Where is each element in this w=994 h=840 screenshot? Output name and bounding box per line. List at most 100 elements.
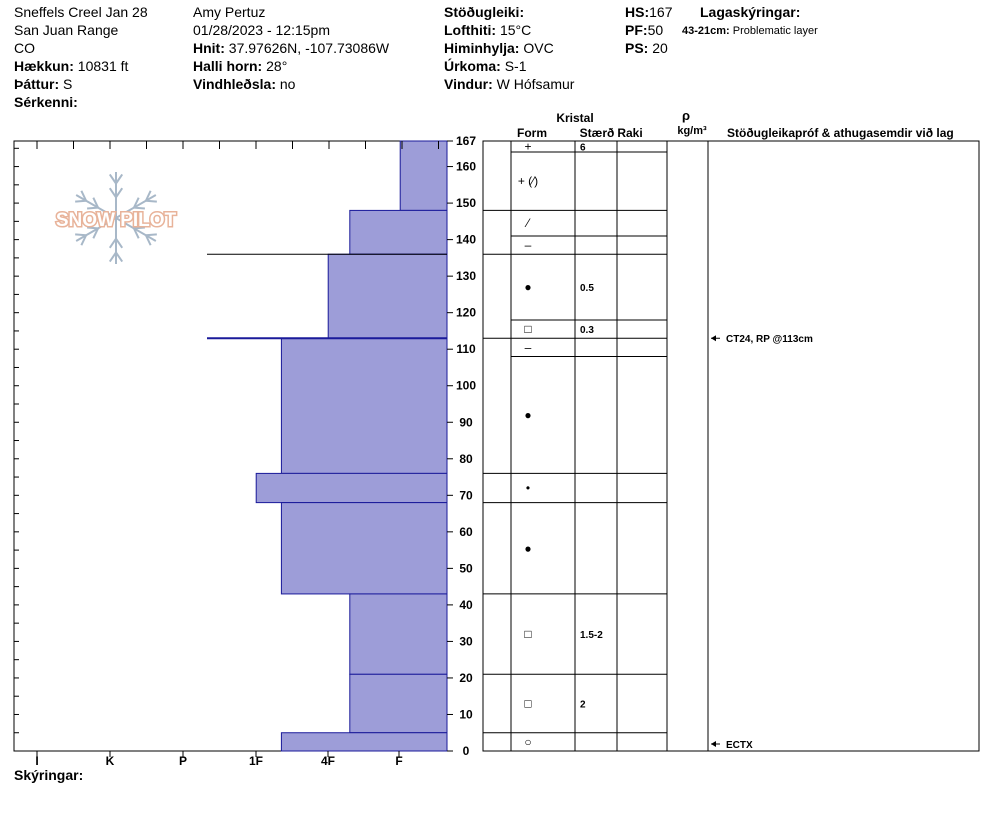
flake-branch bbox=[133, 227, 140, 239]
flake-branch bbox=[144, 190, 152, 202]
flake-arm bbox=[75, 194, 117, 219]
ps: 20 bbox=[652, 40, 668, 56]
height-tick-label: 167 bbox=[456, 134, 476, 148]
flake-branch bbox=[87, 226, 99, 230]
hs: 167 bbox=[649, 4, 673, 20]
test-arrowhead bbox=[711, 741, 716, 747]
hardness-tick-label: K bbox=[106, 754, 115, 768]
crystal-form: – bbox=[525, 340, 532, 354]
hardness-tick-label: I bbox=[35, 754, 38, 768]
flake-branch bbox=[108, 173, 117, 185]
flake-branch bbox=[133, 226, 145, 230]
location: Sneffels Creel Jan 28 bbox=[14, 4, 148, 20]
flake-branch bbox=[115, 251, 124, 263]
flake-branch bbox=[108, 238, 117, 249]
height-tick-label: 40 bbox=[459, 598, 473, 612]
header-col-1: Sneffels Creel Jan 28 San Juan Range CO … bbox=[14, 3, 148, 111]
crystal-size: 6 bbox=[580, 142, 586, 153]
hardness-profile bbox=[13, 140, 448, 752]
test-arrowhead bbox=[711, 335, 716, 342]
flake-arm bbox=[75, 217, 117, 242]
features-row: Sérkenni: bbox=[14, 94, 78, 110]
elevation: 10831 ft bbox=[77, 58, 129, 74]
range: San Juan Range bbox=[14, 22, 119, 38]
elevation-row: Hækkun: 10831 ft bbox=[14, 58, 129, 74]
snowpilot-logo: SNOW PILOT bbox=[54, 172, 178, 264]
crystal-form: • bbox=[526, 481, 530, 495]
wind-loading-row: Vindhleðsla: no bbox=[193, 76, 296, 92]
sky: OVC bbox=[523, 40, 554, 56]
legend-row: Skýringar: bbox=[14, 766, 83, 784]
flake-branch bbox=[75, 199, 87, 203]
crystal-size: 1.5-2 bbox=[580, 630, 603, 641]
col-form: Form bbox=[517, 126, 547, 140]
hardness-layer bbox=[280, 732, 448, 752]
flake-branch bbox=[133, 206, 145, 210]
flake-arm bbox=[115, 217, 157, 242]
layer-notes: Lagaskýringar: bbox=[700, 3, 800, 21]
height-tick-label: 20 bbox=[459, 671, 473, 685]
hardness-tick-label: 4F bbox=[321, 754, 335, 768]
hardness-layer bbox=[280, 337, 448, 474]
col-size: Stærð bbox=[580, 126, 615, 140]
datetime: 01/28/2023 - 12:15pm bbox=[193, 22, 330, 38]
height-tick-label: 70 bbox=[459, 488, 473, 502]
wind-loading: no bbox=[279, 76, 296, 92]
header-col-4: HS:167 PF:50 PS: 20 bbox=[625, 3, 672, 57]
slope: 28° bbox=[266, 58, 288, 74]
height-tick-label: 80 bbox=[459, 452, 473, 466]
height-tick-label: 30 bbox=[459, 634, 473, 648]
hardness-axis: I K P 1F 4F F bbox=[35, 751, 403, 768]
wind: W Hófsamur bbox=[496, 76, 575, 92]
pf: 50 bbox=[647, 22, 664, 38]
col-tests: Stöðugleikapróf & athugasemdir við lag bbox=[727, 126, 954, 140]
hardness-tick-label: F bbox=[395, 754, 402, 768]
col-density-unit: kg/m³ bbox=[677, 125, 707, 137]
height-axis: 0 10 20 30 40 50 60 70 80 90 100 110 120 130 140 150 160… bbox=[447, 134, 476, 758]
header-col-2: Amy Pertuz 01/28/2023 - 12:15pm Hnit: 37… bbox=[193, 3, 389, 93]
coords: 37.97626N, -107.73086W bbox=[228, 40, 390, 56]
height-tick-label: 140 bbox=[456, 233, 476, 247]
hardness-layer bbox=[349, 209, 448, 255]
hardness-layer bbox=[280, 502, 448, 595]
temp: 15°C bbox=[499, 22, 532, 38]
flake-branch bbox=[145, 199, 157, 203]
flake-branch bbox=[80, 234, 88, 246]
layer-notes-entry: 43-21cm: Problematic layer bbox=[682, 22, 818, 40]
state: CO bbox=[14, 40, 35, 56]
aspect: S bbox=[63, 76, 73, 92]
height-tick-label: 0 bbox=[463, 744, 470, 758]
sky-row: Himinhylja: OVC bbox=[444, 40, 554, 56]
col-rho: ρ bbox=[682, 108, 690, 123]
crystal-form: ● bbox=[524, 541, 531, 555]
height-tick-label: 130 bbox=[456, 269, 476, 283]
legend-label: Skýringar: bbox=[14, 767, 84, 783]
test-label: CT24, RP @113cm bbox=[726, 334, 813, 345]
layer-notes-text: Problematic layer bbox=[732, 25, 818, 37]
layer-notes-label: Lagaskýringar: bbox=[700, 4, 801, 20]
structure-table: +6 + (⁄) ⁄ – ● 0.5 □ 0.3 – ● • ● □ 1.5-2 □ 2 ○ CT24, RP @… bbox=[482, 139, 980, 752]
hardness-layer bbox=[349, 593, 448, 675]
layer-notes-range: 43-21cm: bbox=[682, 25, 730, 37]
crystal-form: ● bbox=[524, 280, 531, 294]
crystal-form: – bbox=[525, 238, 532, 252]
crystal-size: 0.5 bbox=[580, 283, 594, 294]
crystal-form: □ bbox=[524, 322, 531, 336]
hardness-layer bbox=[399, 140, 448, 211]
col-moisture: Raki bbox=[617, 126, 642, 140]
height-tick-label: 120 bbox=[456, 306, 476, 320]
crystal-form: ● bbox=[524, 408, 531, 422]
stability-row: Stöðugleiki: bbox=[444, 4, 525, 20]
hs-row: HS:167 bbox=[625, 4, 673, 20]
precip: S-1 bbox=[504, 58, 527, 74]
aspect-row: Þáttur: S bbox=[14, 76, 73, 92]
crystal-form: □ bbox=[524, 697, 531, 711]
observer: Amy Pertuz bbox=[193, 4, 266, 20]
slope-row: Halli horn: 28° bbox=[193, 58, 288, 74]
height-tick-label: 10 bbox=[459, 707, 473, 721]
flake-branch bbox=[92, 197, 99, 209]
flake-branch bbox=[87, 206, 99, 210]
col-crystal: Kristal bbox=[556, 111, 593, 125]
flake-branch bbox=[92, 227, 99, 239]
height-tick-label: 90 bbox=[459, 415, 473, 429]
